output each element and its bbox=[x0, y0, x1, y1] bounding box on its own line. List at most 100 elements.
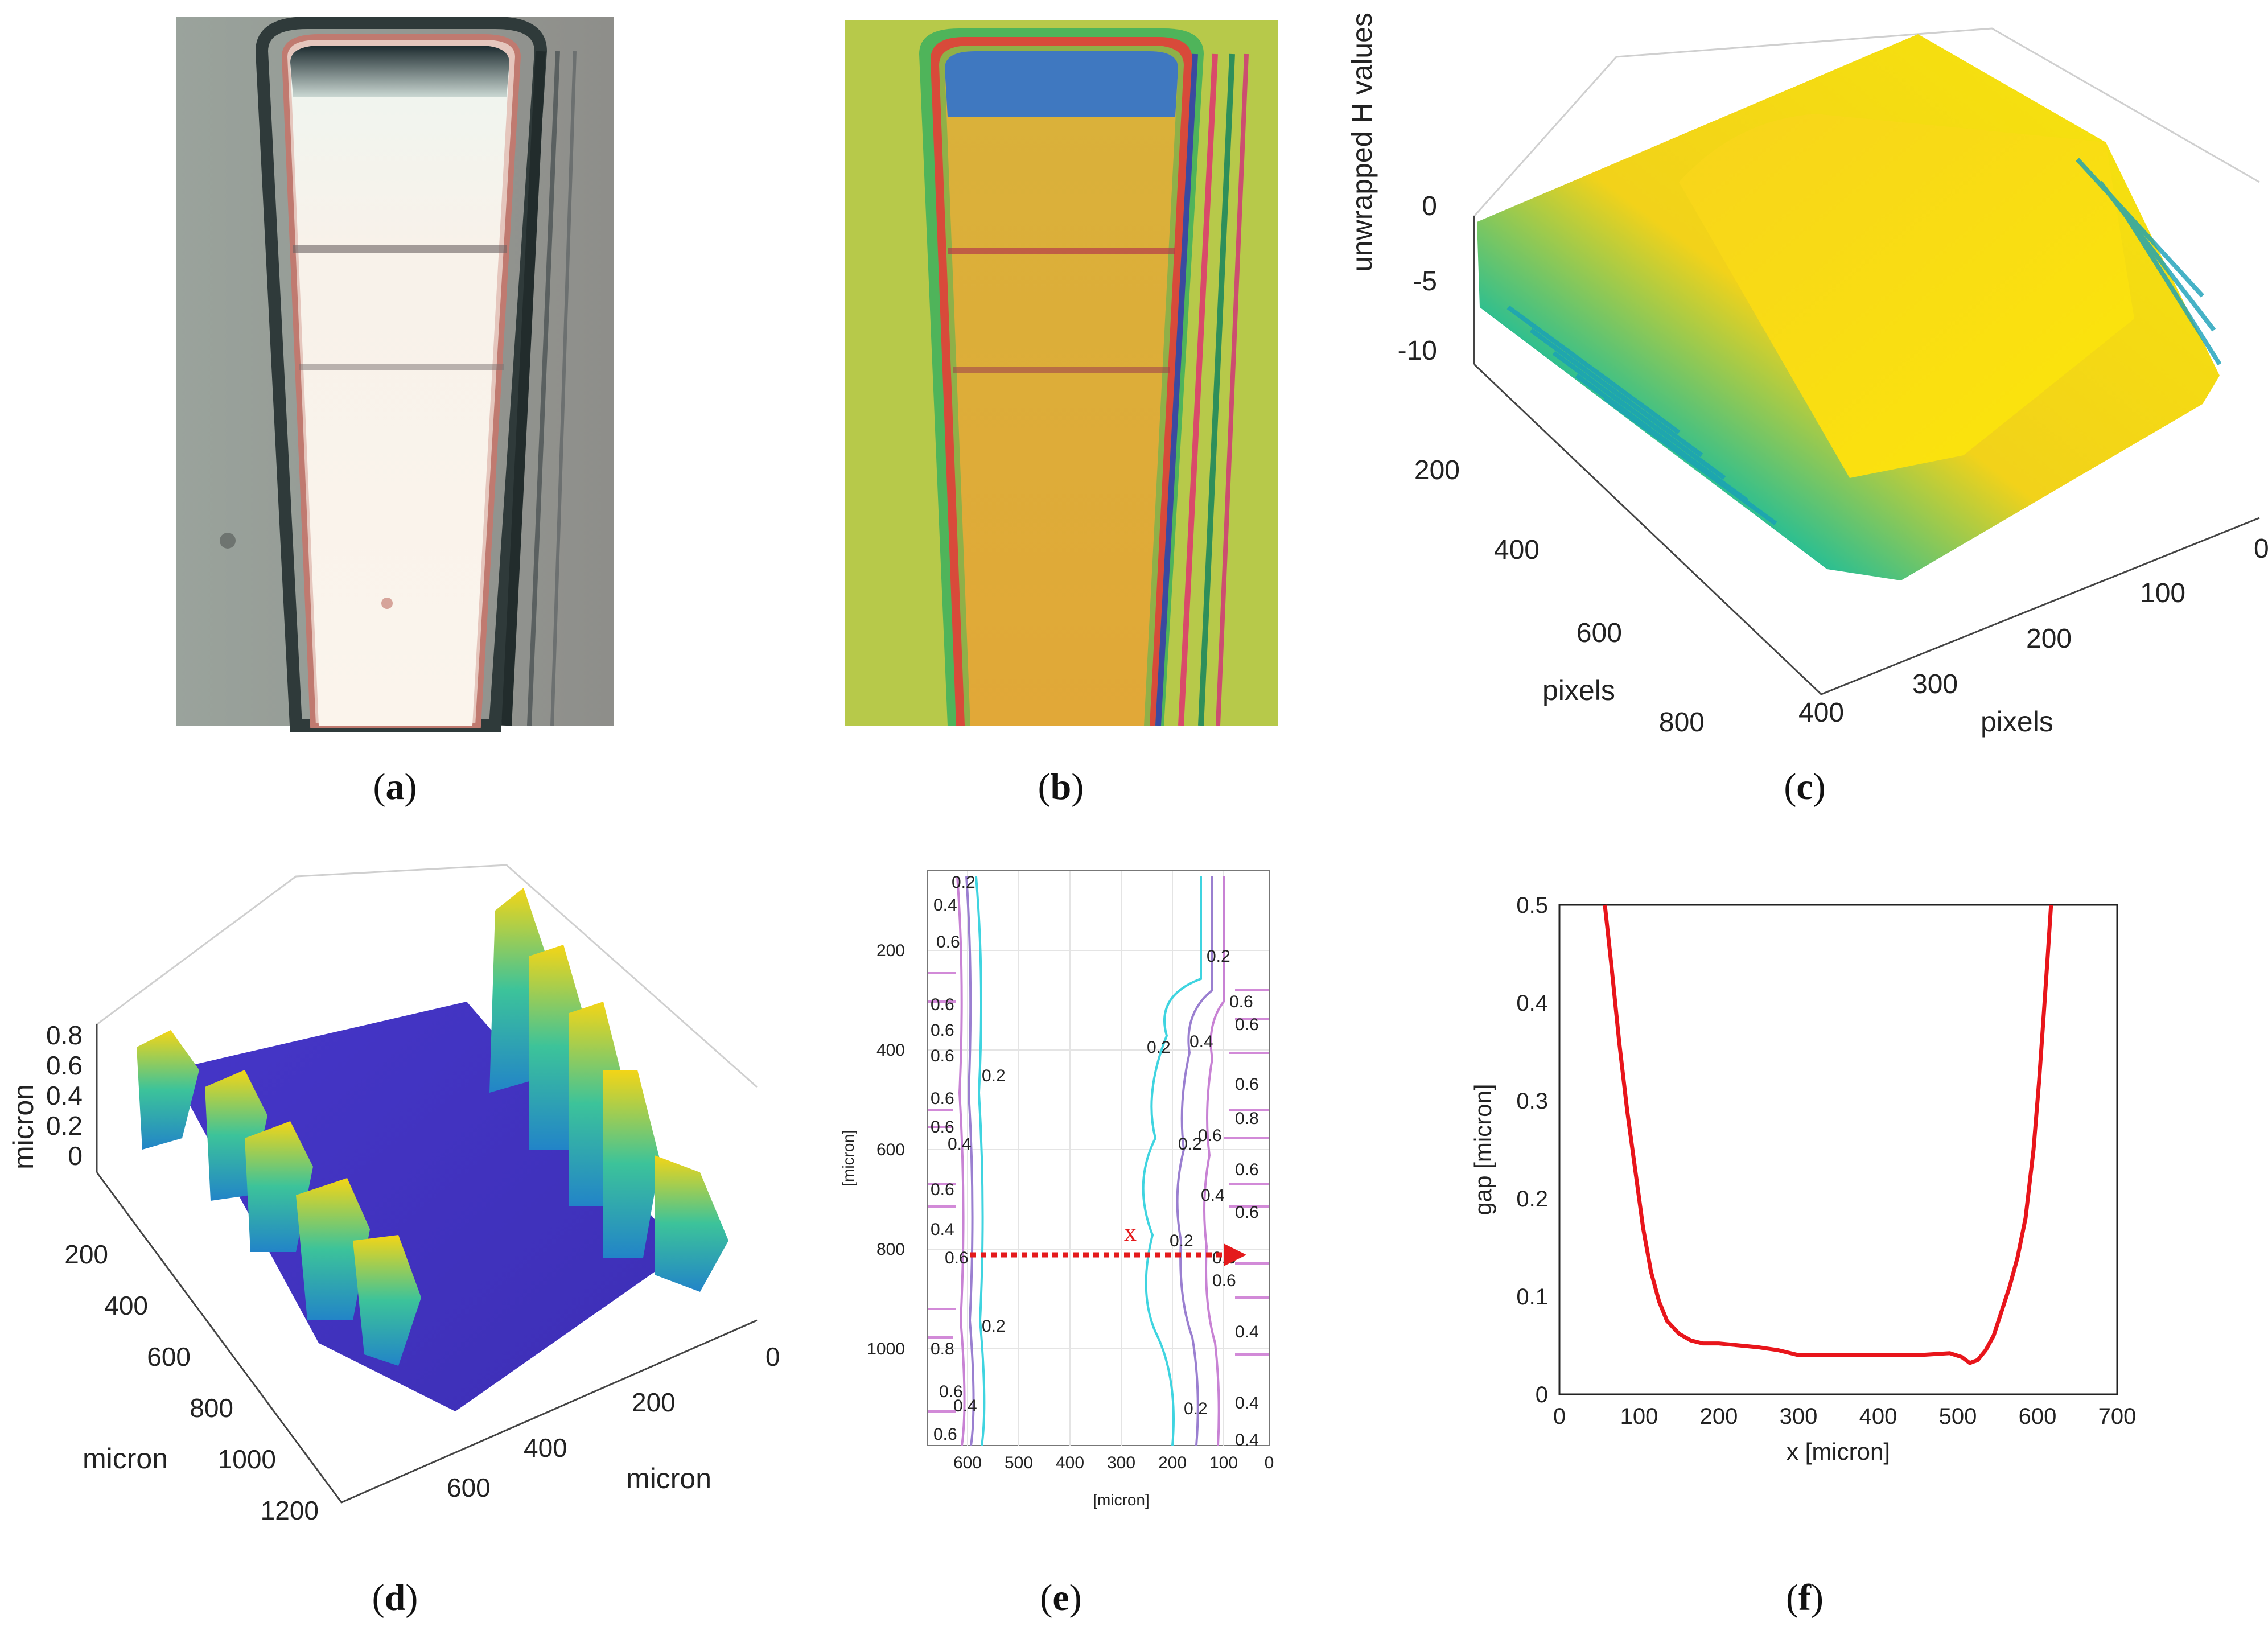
contour-label: 0.6 bbox=[939, 1382, 963, 1401]
y-tick: 1000 bbox=[218, 1444, 276, 1474]
x-tick: 100 bbox=[1209, 1453, 1238, 1472]
y-tick: 1000 bbox=[867, 1340, 905, 1358]
y-axis-label: pixels bbox=[1542, 674, 1615, 706]
right-ridges bbox=[489, 888, 728, 1292]
surface-plot-d: micron 0.8 0.6 0.4 0.2 0 200 400 600 800… bbox=[7, 864, 780, 1525]
y-tick: 400 bbox=[1494, 535, 1540, 565]
microscope-image bbox=[176, 17, 614, 732]
z-tick: 0.4 bbox=[46, 1081, 83, 1110]
x-tick-label: 300 bbox=[1780, 1404, 1818, 1429]
contour-label: 0.2 bbox=[1170, 1232, 1193, 1250]
plot-frame bbox=[1558, 904, 2118, 1395]
y-axis-label: gap [micron] bbox=[1470, 1084, 1496, 1215]
contour-label: 0.4 bbox=[1235, 1323, 1259, 1341]
x-tick: 600 bbox=[447, 1473, 491, 1502]
band-2 bbox=[953, 367, 1170, 373]
x-tick: 0 bbox=[1265, 1453, 1274, 1472]
caption-d: (d) bbox=[372, 1577, 418, 1619]
caption-c: (c) bbox=[1784, 766, 1826, 808]
y-tick: 800 bbox=[876, 1240, 905, 1259]
left-ridges bbox=[137, 1030, 421, 1366]
x-tick: 100 bbox=[2140, 578, 2185, 608]
contour-label: 0.2 bbox=[982, 1066, 1006, 1085]
contour-label: 0.4 bbox=[1235, 1431, 1259, 1450]
contour-plot-e: 0.2 0.4 0.6 0.6 0.6 0.6 0.6 0.2 0.6 0.4 … bbox=[839, 870, 1274, 1509]
contour-label: 0.6 bbox=[931, 1118, 954, 1136]
z-tick: 0 bbox=[1422, 191, 1437, 221]
x-tick: 400 bbox=[524, 1433, 567, 1463]
band-1 bbox=[948, 248, 1175, 254]
box-back-edge bbox=[1473, 27, 2260, 217]
z-tick: 0 bbox=[68, 1141, 83, 1171]
x-tick-label: 500 bbox=[1939, 1404, 1977, 1429]
contour-label: 0.6 bbox=[1235, 1015, 1259, 1034]
z-tick: -10 bbox=[1398, 336, 1437, 366]
x-tick-label: 400 bbox=[1859, 1404, 1897, 1429]
box-base-edge bbox=[1473, 363, 2260, 695]
x-arrow-head bbox=[1224, 1243, 1246, 1266]
contour-label: 0.6 bbox=[1198, 1126, 1222, 1145]
y-tick: 800 bbox=[1659, 707, 1705, 738]
contour-label: 0.6 bbox=[931, 1180, 954, 1199]
gap-series-line bbox=[1603, 904, 2053, 1365]
contour-label: 0.6 bbox=[931, 1089, 954, 1108]
y-ticks: 0 0.1 0.2 0.3 0.4 0.5 bbox=[1516, 893, 1548, 1407]
panel-b bbox=[845, 20, 1278, 726]
x-tick: 0 bbox=[765, 1342, 780, 1372]
x-tick: 200 bbox=[632, 1387, 676, 1417]
contour-label: 0.2 bbox=[1207, 947, 1230, 966]
y-tick-label: 0.2 bbox=[1516, 1187, 1548, 1212]
y-tick-label: 0.3 bbox=[1516, 1089, 1548, 1114]
right-dark-fringe bbox=[501, 51, 546, 726]
y-tick: 200 bbox=[1414, 455, 1460, 485]
caption-e: (e) bbox=[1040, 1577, 1082, 1619]
dark-top bbox=[290, 46, 509, 97]
z-tick: 0.2 bbox=[46, 1111, 83, 1140]
contour-label: 0.6 bbox=[1212, 1271, 1236, 1290]
blue-top bbox=[945, 51, 1178, 117]
x-tick-label: 700 bbox=[2098, 1404, 2137, 1429]
z-tick: -5 bbox=[1413, 266, 1437, 297]
contour-labels-left: 0.2 0.4 0.6 0.6 0.6 0.6 0.6 0.2 0.6 0.4 … bbox=[931, 873, 1006, 1444]
contour-label: 0.4 bbox=[1235, 1394, 1259, 1413]
x-axis-label: pixels bbox=[1981, 706, 2053, 738]
outer-fringe bbox=[255, 17, 548, 732]
panel-c: unwrapped H values 0 -5 -10 200 400 600 … bbox=[1337, 11, 2268, 751]
contour-label: 0.6 bbox=[1229, 993, 1253, 1011]
hue-map-image bbox=[845, 20, 1278, 726]
x-tick-label: 0 bbox=[1553, 1404, 1566, 1429]
contour-label: 0.4 bbox=[933, 896, 957, 915]
surface-plot-c: unwrapped H values 0 -5 -10 200 400 600 … bbox=[1346, 13, 2268, 738]
horizontal-band-2 bbox=[299, 364, 504, 370]
contour-label: 0.4 bbox=[931, 1220, 954, 1239]
z-axis-label: micron bbox=[7, 1084, 39, 1170]
gap-line-chart: 00.10.20.30.40.5 0 100 200 300 400 500 600 700 … bbox=[1470, 893, 2137, 1465]
x-axis-label: x [micron] bbox=[1787, 1438, 1890, 1465]
x-tick: 600 bbox=[953, 1453, 982, 1472]
contour-label: 0.4 bbox=[948, 1135, 972, 1154]
contour-label: 0.6 bbox=[931, 1021, 954, 1040]
y-tick: 1200 bbox=[261, 1496, 319, 1525]
y-tick-label: 0.4 bbox=[1516, 991, 1548, 1016]
contour-label: 0.2 bbox=[982, 1317, 1006, 1336]
panel-e: 0.2 0.4 0.6 0.6 0.6 0.6 0.6 0.2 0.6 0.4 … bbox=[837, 865, 1292, 1537]
contour-label: 0.6 bbox=[1235, 1203, 1259, 1222]
speck bbox=[220, 533, 236, 549]
contour-label: 0.6 bbox=[936, 933, 960, 952]
panel-f: 0 0.1 0.2 0.3 0.4 0.5 0 100 200 300 400 500 600 700 … bbox=[1457, 888, 2140, 1491]
contour-label: 0.6 bbox=[1235, 1160, 1259, 1179]
contour-label: 0.6 bbox=[931, 995, 954, 1014]
x-axis-label: [micron] bbox=[1093, 1491, 1150, 1509]
x-tick: 300 bbox=[1107, 1453, 1135, 1472]
surface-plateau bbox=[1679, 114, 2134, 478]
bright-core bbox=[290, 46, 509, 726]
surface-ridges bbox=[1506, 158, 2222, 526]
y-tick-label: 0.1 bbox=[1516, 1284, 1548, 1310]
yellow-core bbox=[945, 51, 1178, 726]
right-contours bbox=[1142, 876, 1269, 1446]
contour-label: 0.4 bbox=[1201, 1186, 1225, 1205]
contour-labels-right: 0.2 0.6 0.6 0.2 0.4 0.6 0.8 0.6 0.2 0.6 … bbox=[1147, 947, 1259, 1450]
contour-label: 0.6 bbox=[933, 1425, 957, 1444]
x-tick-label: 100 bbox=[1620, 1404, 1658, 1429]
caption-a: (a) bbox=[373, 766, 417, 808]
